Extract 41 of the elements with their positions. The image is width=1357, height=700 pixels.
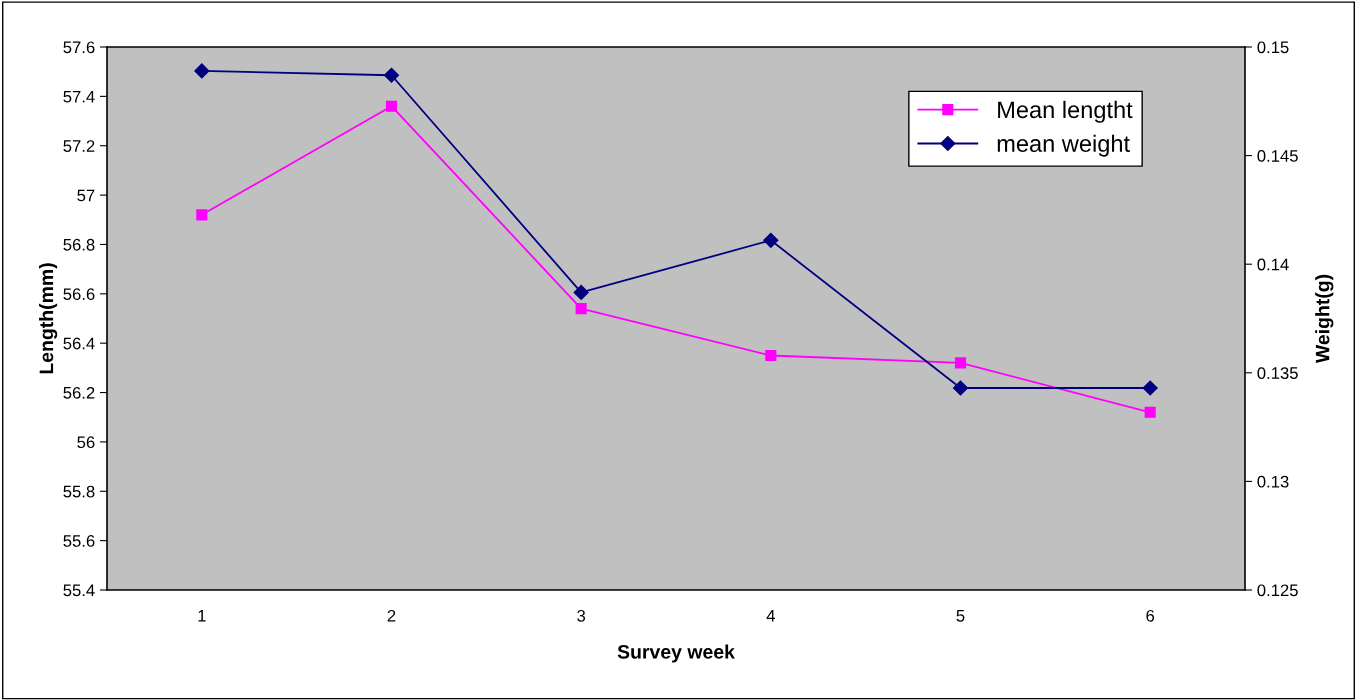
x-tick-label: 4	[766, 610, 775, 622]
x-tick-label: 2	[387, 609, 396, 622]
y-tick-label: 57.2	[63, 140, 95, 152]
point	[765, 349, 777, 362]
point	[575, 303, 587, 315]
x-tick-label: 3	[577, 609, 586, 622]
x-tick-label: 5	[956, 610, 965, 622]
y-tick-label: 56.2	[63, 386, 95, 399]
y-tick-label: 55.8	[63, 485, 95, 498]
y-tick-label: 55.6	[63, 535, 95, 547]
y-tick-label: 56.8	[63, 238, 95, 251]
y-tick-label: 56	[77, 436, 95, 449]
y2-tick-label: 0.14	[1257, 258, 1289, 271]
point	[1144, 406, 1156, 418]
y-tick-label: 56.6	[63, 288, 95, 301]
y2-tick-label: 0.135	[1257, 367, 1298, 379]
y-axis-title: Length(mm)	[38, 263, 58, 374]
y2-axis-title: Weight(g)	[1315, 274, 1334, 364]
point	[383, 67, 400, 83]
legend-label: mean weight	[997, 134, 1130, 157]
y2-tick-label: 0.15	[1257, 41, 1289, 54]
point	[1142, 380, 1158, 396]
point	[954, 357, 967, 369]
legend-label: Mean lengtht	[998, 100, 1133, 123]
point	[573, 284, 589, 301]
point	[763, 232, 779, 248]
point	[952, 380, 969, 396]
y-tick-label: 55.4	[63, 584, 95, 597]
y-tick-label: 57.4	[63, 90, 95, 103]
y2-tick-label: 0.125	[1257, 584, 1298, 597]
point	[194, 63, 210, 79]
y-tick-label: 57.6	[63, 41, 95, 54]
y2-tick-label: 0.145	[1257, 150, 1298, 162]
point	[385, 100, 398, 112]
y-tick-label: 57	[77, 189, 95, 202]
y2-tick-label: 0.13	[1257, 475, 1289, 488]
y-tick-label: 56.4	[63, 337, 95, 350]
point	[196, 209, 208, 221]
x-axis-title: Survey week	[617, 644, 735, 663]
x-tick-label: 1	[198, 610, 206, 622]
x-tick-label: 6	[1146, 609, 1155, 622]
